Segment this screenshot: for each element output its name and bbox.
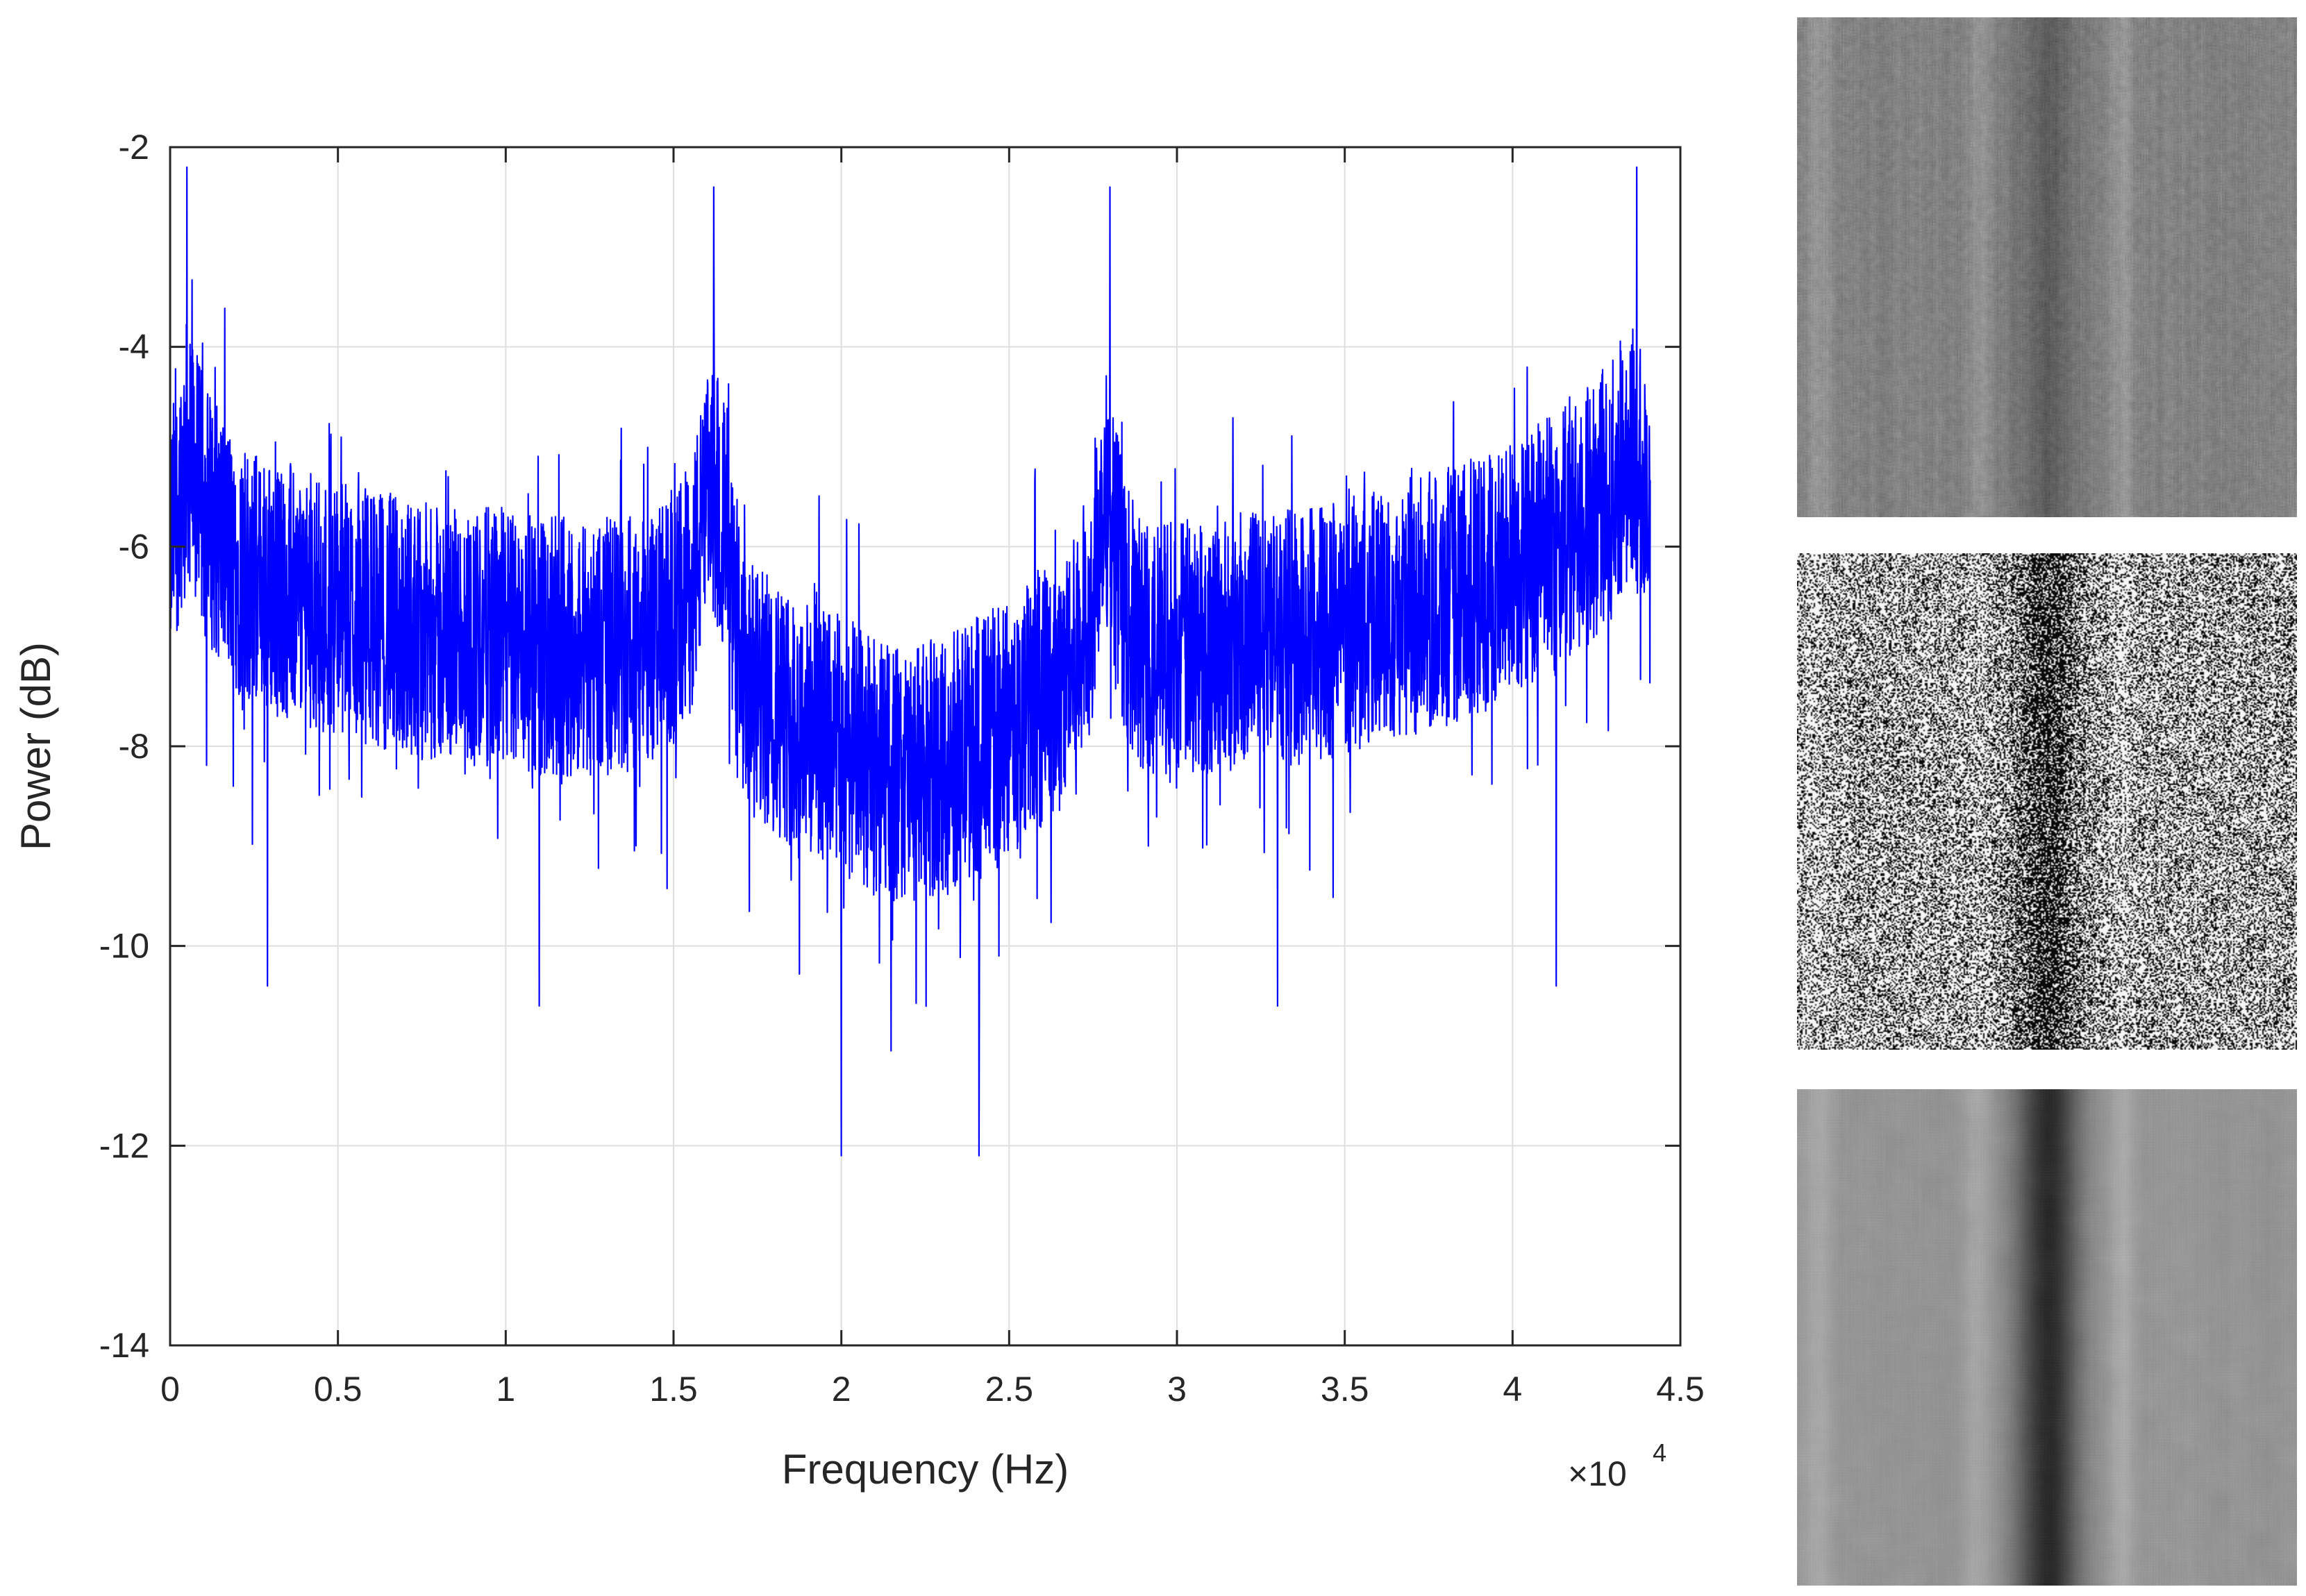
x-tick-label: 0.5 bbox=[314, 1370, 362, 1409]
spectrogram-panel-raw bbox=[1797, 17, 2297, 517]
y-tick-label: -12 bbox=[99, 1126, 149, 1165]
y-tick-label: -14 bbox=[99, 1326, 149, 1365]
x-tick-label: 3.5 bbox=[1321, 1370, 1369, 1409]
y-tick-label: -4 bbox=[119, 328, 149, 367]
x-axis-label: Frequency (Hz) bbox=[782, 1446, 1069, 1493]
x-tick-label: 1 bbox=[496, 1370, 515, 1409]
x-tick-label: 1.5 bbox=[649, 1370, 698, 1409]
x-tick-label: 3 bbox=[1167, 1370, 1187, 1409]
spectrogram-panel-filtered bbox=[1797, 1089, 2297, 1586]
y-axis-label: Power (dB) bbox=[12, 642, 59, 850]
x-exponent-label: ×10 bbox=[1568, 1454, 1627, 1493]
spectrum-line bbox=[169, 166, 1651, 1157]
x-tick-label: 4.5 bbox=[1656, 1370, 1705, 1409]
x-tick-label: 0 bbox=[160, 1370, 180, 1409]
x-tick-label: 2 bbox=[832, 1370, 851, 1409]
x-tick-label: 2.5 bbox=[985, 1370, 1034, 1409]
y-tick-label: -6 bbox=[119, 527, 149, 566]
y-tick-label: -10 bbox=[99, 927, 149, 966]
x-exponent-power: 4 bbox=[1653, 1438, 1666, 1467]
y-tick-label: -8 bbox=[119, 727, 149, 766]
x-tick-label: 4 bbox=[1503, 1370, 1522, 1409]
spectrogram-panel-binarized bbox=[1797, 553, 2297, 1050]
y-tick-label: -2 bbox=[119, 128, 149, 167]
